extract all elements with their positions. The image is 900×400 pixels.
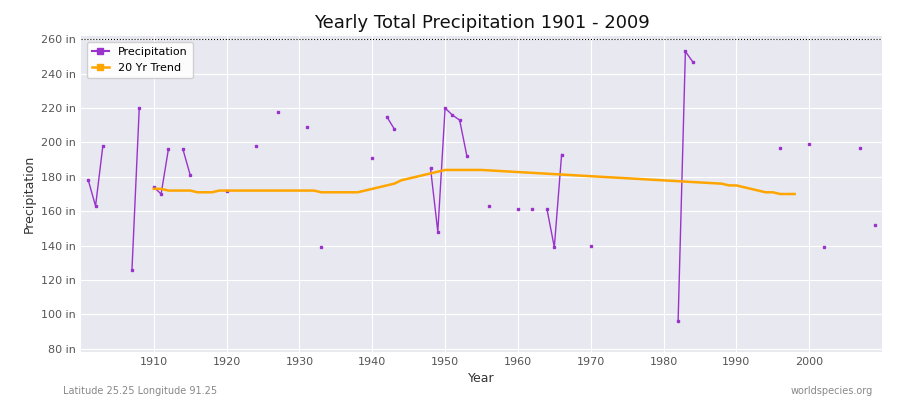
Title: Yearly Total Precipitation 1901 - 2009: Yearly Total Precipitation 1901 - 2009 [313,14,650,32]
Text: worldspecies.org: worldspecies.org [791,386,873,396]
Legend: Precipitation, 20 Yr Trend: Precipitation, 20 Yr Trend [86,42,193,78]
Y-axis label: Precipitation: Precipitation [22,155,36,233]
X-axis label: Year: Year [468,372,495,386]
Text: Latitude 25.25 Longitude 91.25: Latitude 25.25 Longitude 91.25 [63,386,217,396]
